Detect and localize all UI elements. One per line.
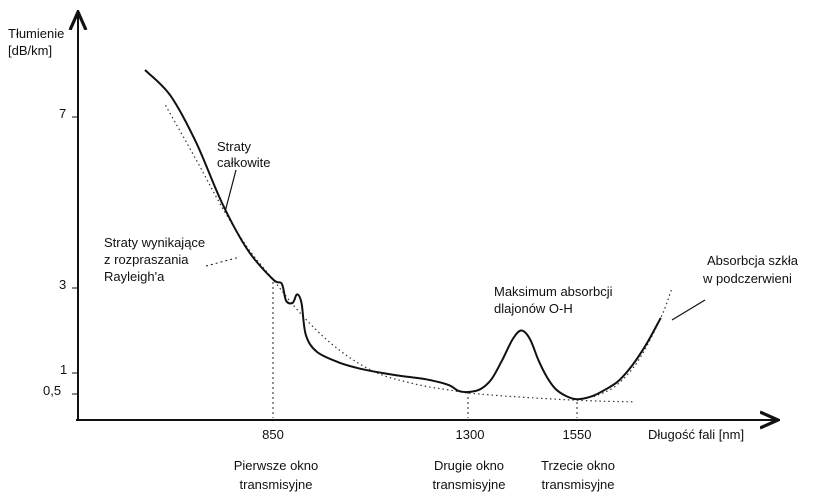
oh-peak-label-line2: dlajonów O-H (494, 301, 573, 316)
x-axis-label: Długość fali [nm] (648, 427, 744, 442)
x-tick-label-1300: 1300 (456, 427, 485, 442)
total-losses-label-line1: Straty (217, 139, 251, 154)
x-tick-label-850: 850 (262, 427, 284, 442)
window-2-label-line1: Drugie okno (434, 458, 504, 473)
window-2-label-line2: transmisyjne (433, 477, 506, 492)
window-1-label-line1: Pierwsze okno (234, 458, 319, 473)
rayleigh-label-line2: z rozpraszania (104, 252, 189, 267)
window-3-label-line2: transmisyjne (542, 477, 615, 492)
infrared-absorption-curve (593, 287, 673, 398)
y-axis-label-line2: [dB/km] (8, 43, 52, 58)
y-tick-label-7: 7 (59, 106, 66, 121)
y-axis-label-line1: Tłumienie (8, 26, 64, 41)
total-losses-label-line2: całkowite (217, 155, 270, 170)
ir-absorption-label-line1: Absorbcja szkła (707, 253, 799, 268)
y-tick-label-1: 1 (60, 362, 67, 377)
y-tick-label-3: 3 (59, 277, 66, 292)
ir-absorption-leader (671, 299, 706, 321)
total-losses-leader (224, 169, 237, 213)
y-tick-label-0-5: 0,5 (43, 383, 61, 398)
window-3-label-line1: Trzecie okno (541, 458, 615, 473)
oh-peak-label-line1: Maksimum absorbcji (494, 284, 613, 299)
rayleigh-label-line1: Straty wynikające (104, 235, 205, 250)
rayleigh-label-line3: Rayleigh'a (104, 269, 165, 284)
x-tick-label-1550: 1550 (563, 427, 592, 442)
ir-absorption-label-line2: w podczerwieni (702, 271, 792, 286)
rayleigh-scattering-curve (164, 105, 633, 403)
rayleigh-leader (205, 256, 241, 267)
total-losses-curve (144, 69, 662, 401)
window-1-label-line2: transmisyjne (240, 477, 313, 492)
